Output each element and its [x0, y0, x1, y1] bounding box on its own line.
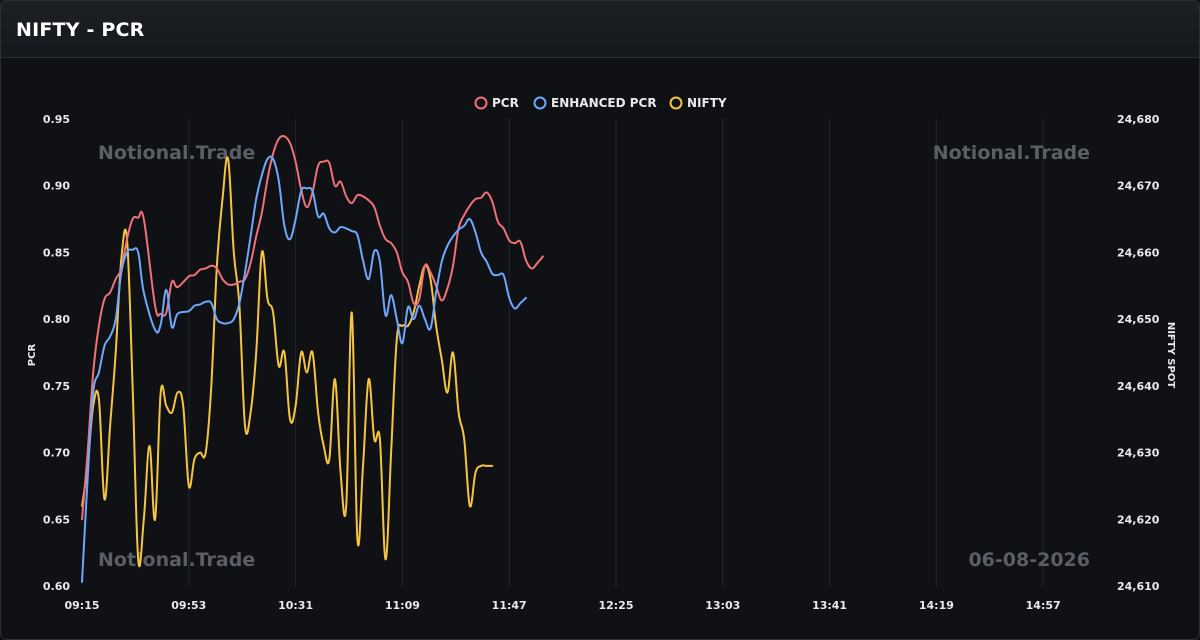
x-tick-label: 11:09 [385, 599, 420, 612]
y-left-tick-label: 0.90 [43, 180, 70, 193]
y-left-tick-label: 0.85 [43, 246, 70, 259]
y-right-tick-label: 24,620 [1117, 513, 1160, 526]
watermark-top-left: Notional.Trade [98, 142, 255, 164]
y-left-axis-title: PCR [27, 344, 38, 367]
y-left-tick-label: 0.80 [43, 313, 70, 326]
legend-label-enhanced-pcr: ENHANCED PCR [551, 96, 657, 110]
x-tick-label: 09:15 [64, 599, 99, 612]
x-tick-label: 14:19 [919, 599, 954, 612]
legend-marker-pcr [474, 96, 488, 110]
y-right-tick-label: 24,650 [1117, 313, 1160, 326]
x-tick-label: 13:41 [812, 599, 847, 612]
y-right-tick-label: 24,660 [1117, 246, 1160, 259]
y-left-tick-label: 0.60 [43, 580, 70, 593]
y-right-tick-label: 24,610 [1117, 580, 1160, 593]
nifty-line[interactable] [81, 156, 494, 568]
legend-marker-nifty [669, 96, 683, 110]
axes: 09:15 09:53 10:31 11:09 11:47 12:25 13:03 13:41… [43, 113, 1160, 612]
legend-item-enhanced-pcr[interactable]: ENHANCED PCR [533, 96, 657, 110]
y-left-tick-label: 0.75 [43, 380, 70, 393]
legend-item-pcr[interactable]: PCR [474, 96, 519, 110]
chart-legend[interactable]: PCR ENHANCED PCR NIFTY [474, 96, 727, 110]
y-right-tick-label: 24,680 [1117, 113, 1160, 126]
x-tick-label: 09:53 [171, 599, 206, 612]
series-lines [81, 134, 544, 583]
pcr-line[interactable] [81, 134, 544, 521]
y-right-tick-label: 24,630 [1117, 447, 1160, 460]
x-tick-label: 14:57 [1026, 599, 1061, 612]
y-right-tick-label: 24,640 [1117, 380, 1160, 393]
legend-label-pcr: PCR [492, 96, 519, 110]
y-left-tick-label: 0.70 [43, 447, 70, 460]
panel-header: NIFTY - PCR [1, 1, 1199, 58]
legend-marker-enhanced-pcr [533, 96, 547, 110]
legend-label-nifty: NIFTY [687, 96, 727, 110]
watermark-date: 06-08-2026 [968, 549, 1090, 571]
enhanced-pcr-line[interactable] [81, 155, 527, 583]
y-left-tick-label: 0.65 [43, 513, 70, 526]
x-tick-label: 11:47 [492, 599, 527, 612]
y-right-tick-label: 24,670 [1117, 180, 1160, 193]
grid-lines [188, 119, 1044, 586]
watermark-top-right: Notional.Trade [933, 142, 1090, 164]
x-tick-label: 13:03 [705, 599, 740, 612]
y-left-tick-label: 0.95 [43, 113, 70, 126]
x-tick-label: 10:31 [278, 599, 313, 612]
legend-item-nifty[interactable]: NIFTY [669, 96, 727, 110]
x-tick-label: 12:25 [598, 599, 633, 612]
y-right-axis-title: NIFTY SPOT [1165, 322, 1176, 388]
panel-title: NIFTY - PCR [16, 19, 145, 41]
watermark-bottom-left: Notional.Trade [98, 549, 255, 571]
